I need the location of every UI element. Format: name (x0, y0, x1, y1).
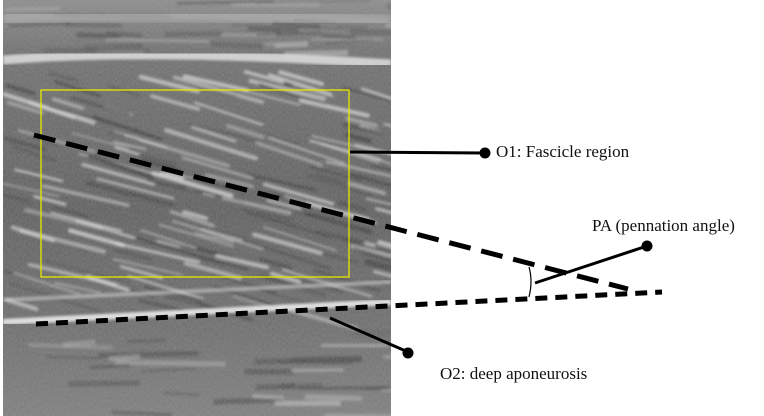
o2-leader-line (329, 316, 409, 354)
o1-marker-dot (479, 147, 491, 159)
pennation-angle-arc (528, 266, 532, 298)
pa-label: PA (pennation angle) (592, 216, 735, 235)
pa-leader-line (534, 244, 648, 285)
o2-label: O2: deep aponeurosis (440, 364, 587, 383)
o1-label: O1: Fascicle region (496, 142, 630, 161)
ultrasound-image (3, 0, 391, 416)
fascicle-line (33, 132, 629, 292)
o1-leader-line (349, 150, 485, 155)
pa-marker-dot (641, 240, 653, 252)
o2-marker-dot (402, 347, 414, 359)
fascicle-roi-box (40, 89, 350, 278)
aponeurosis-line (35, 289, 663, 327)
